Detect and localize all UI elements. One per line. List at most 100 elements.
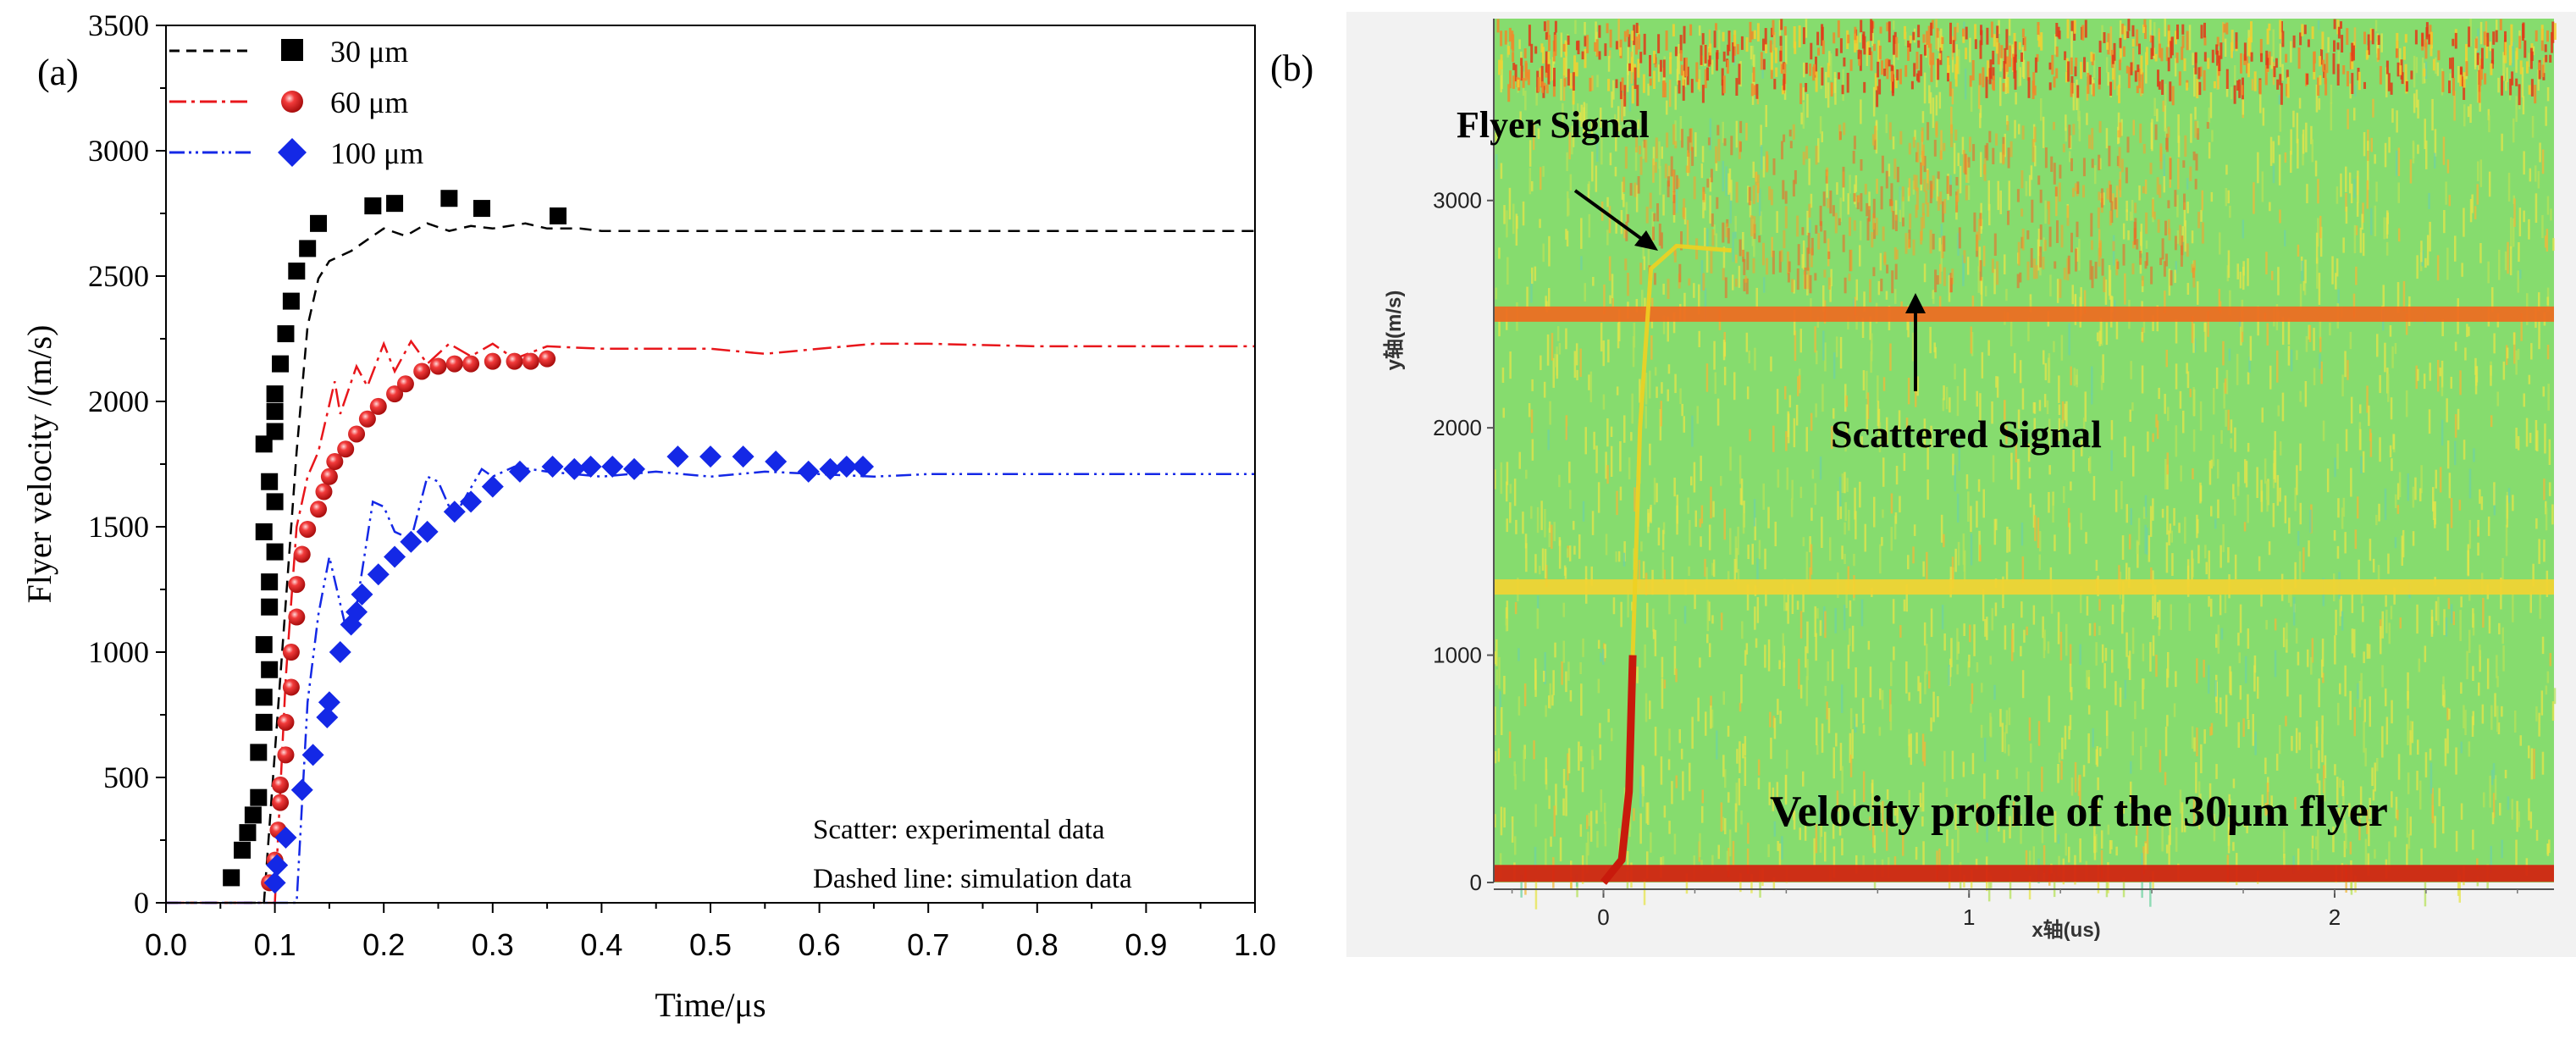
heatmap-cell [1708, 29, 1711, 57]
heatmap-cell [2424, 645, 2427, 662]
heatmap-cell [1679, 388, 1682, 404]
heatmap-cell [1762, 242, 1765, 266]
heatmap-cell [2027, 77, 2031, 98]
heatmap-cell [1691, 716, 1694, 750]
heatmap-cell [1979, 105, 1982, 119]
heatmap-cell [1742, 513, 1745, 534]
heatmap-cell [2490, 770, 2494, 785]
x-tick-label: 0.9 [1125, 927, 1167, 962]
heatmap-cell [2186, 559, 2190, 587]
heatmap-cell [1592, 277, 1595, 286]
heatmap-cell [2013, 32, 2016, 48]
heatmap-cell [1642, 561, 1645, 578]
heatmap-cell [1713, 340, 1716, 370]
heatmap-cell [1773, 32, 1776, 51]
heatmap-cell [2259, 39, 2263, 57]
heatmap-cell [2057, 26, 2060, 38]
heatmap-cell [2313, 69, 2316, 80]
heatmap-cell [1926, 644, 1928, 675]
heatmap-cell [2243, 816, 2246, 827]
heatmap-cell [1971, 296, 1975, 307]
heatmap-cell [2021, 670, 2025, 699]
heatmap-cell [1932, 691, 1935, 722]
heatmap-cell [1683, 58, 1687, 78]
heatmap-cell [1841, 85, 1844, 95]
heatmap-cell [1810, 42, 1813, 60]
heatmap-cell [1954, 548, 1957, 573]
heatmap-cell [1917, 70, 1921, 83]
heatmap-cell [2166, 715, 2169, 727]
heatmap-cell [2119, 48, 2122, 58]
heatmap-cell [1816, 31, 1820, 46]
heatmap-cell [2208, 108, 2211, 124]
heatmap-cell [1739, 488, 1743, 505]
heatmap-cell [1824, 685, 1827, 696]
heatmap-cell [1518, 451, 1521, 469]
heatmap-cell [2090, 240, 2093, 251]
heatmap-cell [2134, 202, 2137, 213]
heatmap-cell [2249, 335, 2253, 361]
heatmap-cell [1831, 426, 1833, 449]
heatmap-cell [2353, 706, 2356, 737]
data-point-100um [263, 871, 286, 894]
heatmap-cell [1976, 662, 1979, 672]
heatmap-cell [2213, 388, 2215, 415]
heatmap-cell [2219, 545, 2222, 568]
heatmap-cell [1770, 356, 1772, 372]
heatmap-cell [1921, 782, 1925, 812]
heatmap-cell [2450, 376, 2452, 389]
heatmap-cell [2167, 57, 2170, 72]
heatmap-cell [2239, 317, 2242, 327]
heatmap-cell [1580, 256, 1583, 270]
heatmap-cell [1799, 827, 1801, 840]
heatmap-cell [1567, 198, 1570, 216]
heatmap-cell [2154, 53, 2158, 62]
heatmap-cell [2265, 620, 2268, 630]
heatmap-cell [1784, 385, 1787, 400]
heatmap-cell [1503, 807, 1506, 828]
heatmap-cell [1641, 290, 1644, 314]
heatmap-cell [2353, 628, 2356, 658]
heatmap-cell [2478, 682, 2480, 696]
heatmap-cell [2109, 184, 2112, 202]
heatmap-cell [2360, 456, 2363, 474]
heatmap-cell [1891, 270, 1894, 294]
heatmap-cell [2357, 683, 2359, 700]
heatmap-cell [2248, 357, 2251, 373]
heatmap-cell [2317, 218, 2319, 247]
heatmap-cell [1930, 717, 1932, 732]
heatmap-cell [1796, 600, 1799, 610]
heatmap-cell [1722, 816, 1725, 831]
heatmap-cell [2015, 767, 2018, 779]
heatmap-cell [2350, 467, 2352, 497]
heatmap-cell [2399, 617, 2402, 629]
heatmap-cell [2103, 192, 2105, 206]
heatmap-cell [1600, 108, 1602, 128]
heatmap-cell [1495, 132, 1498, 142]
heatmap-cell [1630, 432, 1633, 441]
heatmap-cell [1870, 351, 1872, 373]
heatmap-cell [1828, 51, 1831, 66]
heatmap-cell [2446, 523, 2449, 551]
data-point-100um [266, 854, 289, 877]
heatmap-cell [1617, 322, 1620, 349]
heatmap-cell [2120, 119, 2123, 136]
heatmap-cell [1855, 713, 1858, 727]
heatmap-cell [1746, 584, 1750, 611]
heatmap-cell [2321, 733, 2324, 763]
heatmap-cell [2149, 19, 2152, 41]
heatmap-cell [2345, 193, 2347, 212]
heatmap-cell [1658, 141, 1661, 169]
heatmap-cell [1844, 277, 1847, 294]
heatmap-cell [2513, 198, 2516, 227]
heatmap-cell [1989, 712, 1992, 737]
heatmap-cell [2281, 64, 2284, 81]
heatmap-cell [2020, 53, 2023, 62]
heatmap-cell [2523, 210, 2525, 223]
heatmap-cell [1674, 47, 1678, 57]
heatmap-cell [2065, 71, 2068, 83]
chart-b-y-axis-label: y轴(m/s) [1382, 290, 1406, 371]
heatmap-cell [1980, 724, 1983, 738]
data-point-100um [765, 451, 788, 473]
heatmap-cell [2014, 352, 2016, 373]
